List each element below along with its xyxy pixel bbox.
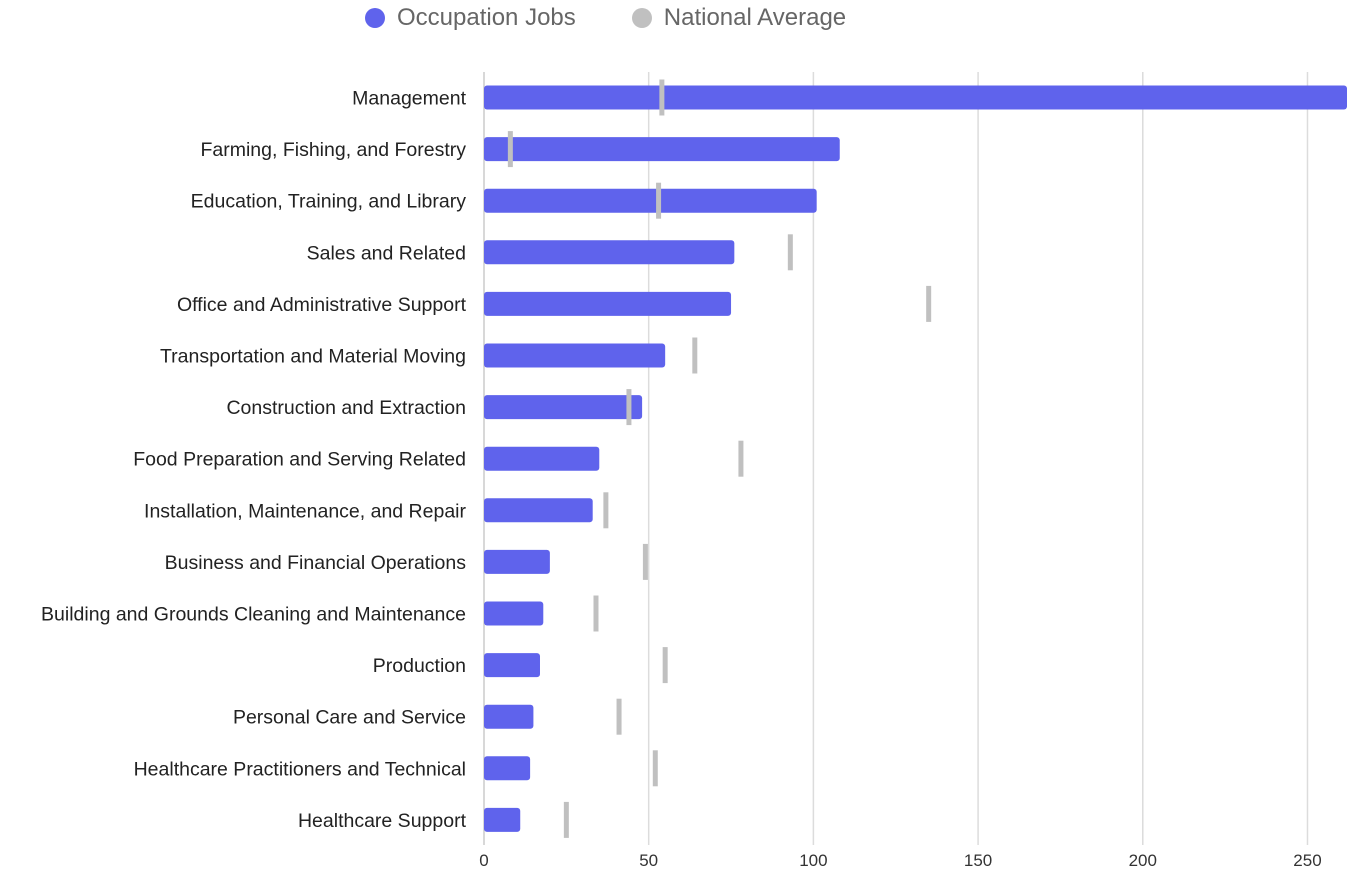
bar-occupation-jobs [484,549,550,574]
bar-occupation-jobs [484,188,817,213]
x-tick-label: 250 [1293,851,1321,870]
x-tick-label: 150 [964,851,992,870]
legend-item-occupation-jobs[interactable]: Occupation Jobs [365,4,576,32]
category-label: Food Preparation and Serving Related [133,449,466,471]
x-tick-label: 0 [479,851,488,870]
category-label: Sales and Related [307,242,466,264]
bar-occupation-jobs [484,137,840,162]
marker-national-average [738,440,744,477]
category-label: Healthcare Practitioners and Technical [134,758,466,780]
category-label: Management [352,88,466,110]
occupation-jobs-swatch-icon [365,8,385,28]
bar-occupation-jobs [484,653,540,678]
bar-occupation-jobs [484,291,732,316]
marker-national-average [507,131,513,168]
marker-national-average [692,337,698,374]
bar-occupation-jobs [484,498,593,523]
category-label: Building and Grounds Cleaning and Mainte… [41,604,466,626]
bar-occupation-jobs [484,85,1347,110]
category-label: Production [373,655,466,677]
marker-national-average [662,647,668,684]
legend-label: National Average [663,4,847,31]
marker-national-average [656,182,662,219]
category-label: Installation, Maintenance, and Repair [144,500,466,522]
marker-national-average [926,285,932,322]
x-tick-label: 50 [639,851,658,870]
category-label: Personal Care and Service [233,707,466,729]
marker-national-average [659,79,665,116]
bar-occupation-jobs [484,704,534,729]
legend-item-national-average[interactable]: National Average [631,4,847,32]
national-average-swatch-icon [631,8,652,28]
category-label: Construction and Extraction [226,397,466,419]
bar-occupation-jobs [484,240,735,265]
marker-national-average [603,492,609,529]
bar-occupation-jobs [484,807,521,832]
bar-occupation-jobs [484,756,531,781]
marker-national-average [652,750,658,787]
marker-national-average [787,234,793,271]
legend: Occupation Jobs National Average [365,4,902,32]
x-tick-label: 200 [1129,851,1157,870]
bar-occupation-jobs [484,395,643,420]
category-label: Education, Training, and Library [191,191,467,213]
marker-national-average [616,698,622,735]
x-tick-label: 100 [799,851,827,870]
bar-occupation-jobs [484,601,544,626]
marker-national-average [642,543,648,580]
bar-occupation-jobs [484,343,666,368]
bar-occupation-jobs [484,446,600,471]
marker-national-average [626,389,632,426]
category-label: Transportation and Material Moving [160,346,466,368]
category-label: Healthcare Support [298,810,467,832]
marker-national-average [563,801,569,838]
category-label: Office and Administrative Support [177,294,467,316]
legend-label: Occupation Jobs [397,4,576,31]
category-label: Business and Financial Operations [165,552,467,574]
marker-national-average [593,595,599,632]
category-label: Farming, Fishing, and Forestry [200,139,466,161]
